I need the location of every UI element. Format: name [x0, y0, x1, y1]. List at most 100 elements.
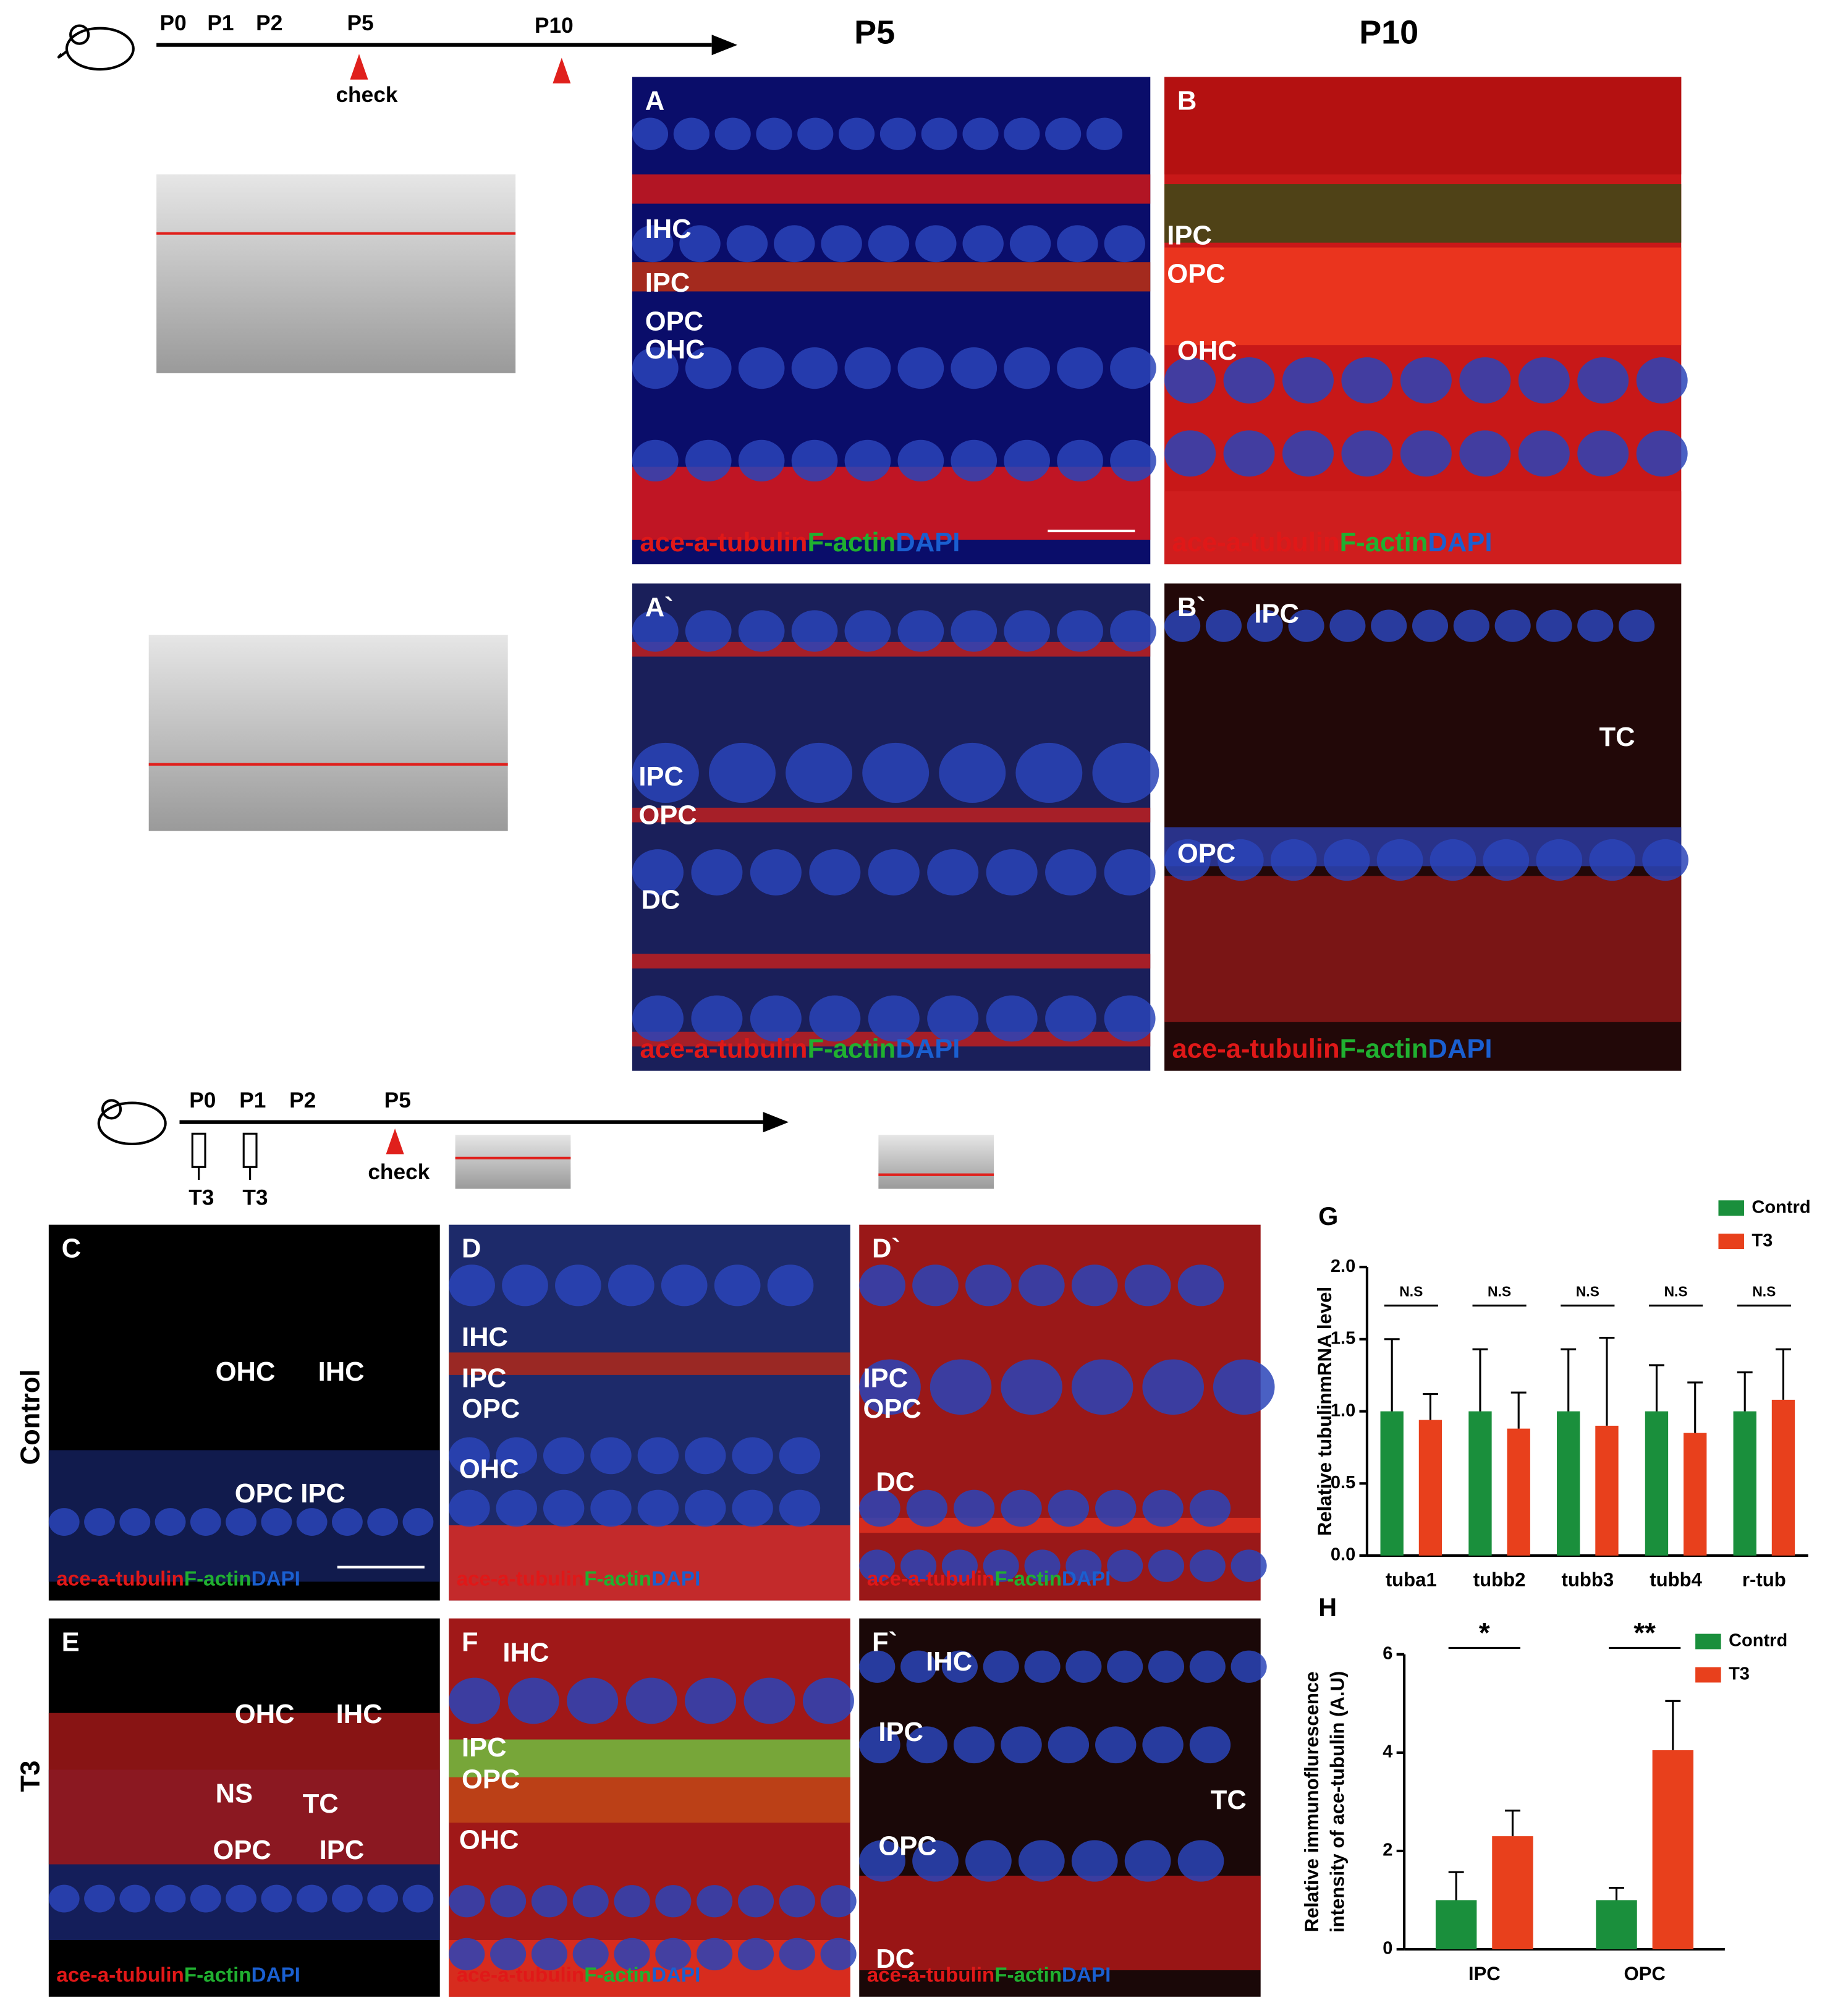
nucleus	[226, 1508, 256, 1536]
nucleus	[1107, 1549, 1143, 1582]
timeline-label: P0	[160, 11, 187, 35]
y-axis-label: Relative immunoflurescence	[1301, 1671, 1323, 1932]
nucleus	[543, 1437, 585, 1475]
nucleus	[1494, 609, 1531, 642]
mouse-icon	[57, 24, 135, 71]
stain-name: DAPI	[1428, 1034, 1492, 1064]
nucleus	[859, 1840, 905, 1882]
stain-name: DAPI	[651, 1963, 700, 1986]
stain-name: ace-a-tubulin	[640, 1034, 807, 1064]
cell-label: OPC	[638, 800, 697, 830]
nucleus	[1057, 610, 1103, 652]
nucleus	[1577, 609, 1614, 642]
nucleus	[1430, 839, 1476, 881]
micrograph-bg	[632, 583, 1151, 1071]
bar	[1418, 1420, 1442, 1556]
nucleus	[1412, 609, 1449, 642]
cell-label: TC	[1211, 1785, 1247, 1815]
stain-band	[449, 1525, 850, 1601]
nucleus	[1004, 610, 1050, 652]
nucleus	[1048, 1726, 1090, 1764]
nucleus	[737, 1885, 774, 1918]
annotation: *	[1479, 1617, 1490, 1649]
stain-name: ace-a-tubulin	[457, 1567, 585, 1590]
nucleus	[1247, 609, 1283, 642]
cell-label: OPC	[1177, 839, 1235, 869]
nucleus	[367, 1884, 399, 1913]
nucleus	[367, 1508, 399, 1536]
stain-band	[1164, 77, 1682, 175]
annotation: N.S	[1752, 1284, 1776, 1300]
arrow-head	[763, 1112, 789, 1133]
cell-label: IPC	[638, 762, 684, 792]
y-tick-label: 0.0	[1331, 1545, 1355, 1565]
nucleus	[897, 610, 944, 652]
nucleus	[625, 1677, 677, 1724]
nucleus	[1518, 357, 1570, 404]
nucleus	[590, 1489, 632, 1527]
nucleus	[1213, 1359, 1275, 1415]
nucleus	[402, 1508, 434, 1536]
stain-name: F-actin	[807, 527, 896, 557]
nucleus	[1376, 839, 1423, 881]
nucleus	[496, 1489, 538, 1527]
nucleus	[507, 1677, 559, 1724]
nucleus	[983, 1650, 1019, 1683]
nucleus	[1001, 1489, 1042, 1527]
nucleus	[48, 1508, 80, 1536]
nucleus	[906, 1489, 947, 1527]
cell-label: OHC	[1177, 336, 1237, 366]
layout	[57, 24, 994, 1189]
nucleus	[714, 1264, 761, 1307]
stain-legend: ace-a-tubulinF-actinDAPI	[867, 1963, 1111, 1986]
nucleus	[1205, 609, 1242, 642]
nucleus	[1577, 357, 1629, 404]
cell-label: DC	[641, 885, 680, 915]
nucleus	[691, 995, 743, 1042]
marker	[350, 54, 368, 80]
bar	[1507, 1428, 1530, 1556]
nucleus	[900, 1549, 937, 1582]
nucleus	[296, 1884, 328, 1913]
bar	[1771, 1399, 1795, 1556]
nucleus	[797, 117, 834, 150]
nucleus	[1009, 225, 1051, 263]
nucleus	[1323, 839, 1370, 881]
x-tick-label: tubb3	[1561, 1569, 1614, 1591]
micrograph: B IPC OPC OHC ace-a-tubulinF-actinDAPI	[1164, 77, 1688, 565]
nucleus	[1110, 347, 1156, 389]
nucleus	[927, 849, 979, 896]
nucleus	[1459, 430, 1511, 477]
nucleus	[953, 1726, 995, 1764]
check-label: check	[368, 1160, 430, 1184]
timeline-label: P0	[189, 1088, 216, 1112]
nucleus	[697, 1938, 733, 1971]
nucleus	[986, 995, 1038, 1042]
nucleus	[1189, 1726, 1231, 1764]
cell-label: IPC	[878, 1717, 923, 1747]
nucleus	[449, 1677, 501, 1724]
nucleus	[155, 1884, 186, 1913]
stain-name: DAPI	[896, 527, 960, 557]
nucleus	[1071, 1264, 1118, 1307]
nucleus	[912, 1264, 959, 1307]
nucleus	[632, 849, 684, 896]
nucleus	[1092, 742, 1159, 803]
cell-label: IHC	[502, 1638, 549, 1667]
stain-name: DAPI	[1062, 1963, 1111, 1986]
cell-label: IPC	[645, 268, 690, 298]
cell-label: OHC	[459, 1455, 519, 1484]
row-label: T3	[15, 1760, 45, 1792]
mouse-icon	[97, 1099, 167, 1146]
nucleus	[737, 1938, 774, 1971]
nucleus	[726, 225, 768, 263]
panel-letter: H	[1318, 1593, 1337, 1622]
nucleus	[572, 1885, 609, 1918]
legend-swatch	[1695, 1667, 1721, 1683]
nucleus	[685, 1677, 737, 1724]
nucleus	[679, 225, 721, 263]
nucleus	[1282, 357, 1334, 404]
nucleus	[1048, 1489, 1090, 1527]
